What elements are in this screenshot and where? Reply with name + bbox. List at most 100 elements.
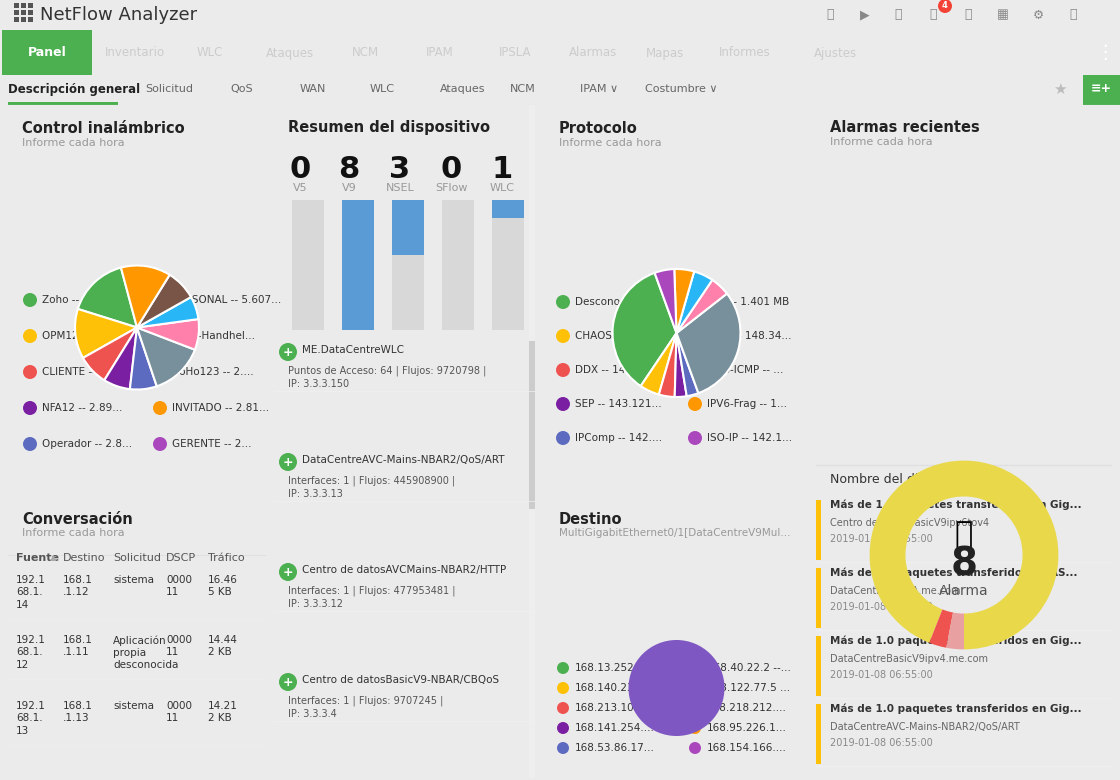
- Text: NCM: NCM: [352, 47, 379, 59]
- Text: PERSONAL -- 5.607...: PERSONAL -- 5.607...: [172, 295, 281, 305]
- Text: V5: V5: [292, 183, 307, 193]
- Text: DataCentreV9ASA.me.com: DataCentreV9ASA.me.com: [830, 586, 961, 596]
- Text: SFlow: SFlow: [435, 183, 467, 193]
- Text: Informe cada hora: Informe cada hora: [22, 528, 124, 538]
- Text: Interfaces: 1 | Flujos: 9707245 |: Interfaces: 1 | Flujos: 9707245 |: [288, 695, 444, 705]
- Text: ⚙: ⚙: [1033, 9, 1044, 22]
- Text: WLC: WLC: [197, 47, 223, 59]
- Text: WLC: WLC: [370, 84, 395, 94]
- Text: ▲: ▲: [50, 553, 56, 562]
- Text: Desconocido -- 1...: Desconocido -- 1...: [575, 297, 672, 307]
- Bar: [392, 200, 424, 254]
- Text: NFA12 -- 2.89...: NFA12 -- 2.89...: [43, 403, 122, 413]
- Bar: [392, 200, 424, 330]
- Circle shape: [557, 662, 569, 674]
- Text: sistema: sistema: [113, 575, 153, 585]
- Text: IPV6-ICMP -- ...: IPV6-ICMP -- ...: [707, 365, 783, 375]
- Text: 0000
11: 0000 11: [166, 575, 192, 597]
- Text: 8: 8: [338, 155, 360, 184]
- Text: 14.44
2 KB: 14.44 2 KB: [208, 635, 237, 658]
- Bar: [8, 102, 118, 105]
- Text: 14.21
2 KB: 14.21 2 KB: [208, 701, 237, 723]
- Text: 168.218.212....: 168.218.212....: [707, 703, 787, 713]
- Text: TCP -- 1.401 MB: TCP -- 1.401 MB: [707, 297, 790, 307]
- Wedge shape: [83, 328, 137, 380]
- Wedge shape: [676, 293, 740, 393]
- Text: Fuente: Fuente: [16, 553, 59, 563]
- Circle shape: [688, 397, 702, 411]
- Bar: [2, 30, 92, 75]
- Text: 168.13.252.1...: 168.13.252.1...: [575, 663, 655, 673]
- Text: 0000
11: 0000 11: [166, 701, 192, 723]
- Text: Ataques: Ataques: [440, 84, 485, 94]
- Bar: [442, 200, 474, 330]
- Wedge shape: [946, 612, 964, 650]
- Text: Centro de datosBasicV9-NBAR/CBQoS: Centro de datosBasicV9-NBAR/CBQoS: [302, 675, 500, 685]
- Text: Más de 1.0 paquetes transferidos en Gig...: Más de 1.0 paquetes transferidos en Gig.…: [830, 704, 1082, 714]
- Circle shape: [279, 673, 297, 691]
- Text: V9: V9: [342, 183, 356, 193]
- Wedge shape: [121, 265, 169, 328]
- Text: Nombre del dispositivo  ▲: Nombre del dispositivo ▲: [830, 473, 991, 486]
- Text: IPSLA: IPSLA: [498, 47, 531, 59]
- Wedge shape: [104, 328, 137, 389]
- Wedge shape: [137, 328, 195, 386]
- Circle shape: [689, 702, 701, 714]
- Wedge shape: [676, 280, 727, 333]
- Text: DDX -- 145.95...: DDX -- 145.95...: [575, 365, 659, 375]
- Circle shape: [153, 365, 167, 379]
- Text: Informes: Informes: [719, 47, 771, 59]
- Bar: [342, 200, 374, 330]
- Text: Alarmas: Alarmas: [569, 47, 617, 59]
- Text: ★: ★: [1053, 81, 1067, 97]
- Text: Informe cada hora: Informe cada hora: [22, 138, 124, 148]
- Text: 16.46
5 KB: 16.46 5 KB: [208, 575, 237, 597]
- Text: IPComp -- 142....: IPComp -- 142....: [575, 433, 662, 443]
- Circle shape: [24, 329, 37, 343]
- Text: 2019-01-08 06:55:00: 2019-01-08 06:55:00: [830, 602, 933, 612]
- Text: Control inalámbrico: Control inalámbrico: [22, 121, 185, 136]
- Text: Resumen del dispositivo: Resumen del dispositivo: [288, 120, 491, 135]
- Wedge shape: [654, 269, 676, 333]
- Text: 168.40.22.2 --...: 168.40.22.2 --...: [707, 663, 791, 673]
- Text: 168.95.226.1...: 168.95.226.1...: [707, 723, 787, 733]
- Bar: [21, 10, 26, 15]
- Text: Operador -- 2.8...: Operador -- 2.8...: [43, 439, 132, 449]
- Circle shape: [939, 0, 952, 13]
- Text: Aplicación
propia
desconocida: Aplicación propia desconocida: [113, 635, 178, 670]
- Text: 0: 0: [289, 155, 310, 184]
- Wedge shape: [137, 297, 198, 328]
- Text: 4: 4: [942, 2, 948, 10]
- Circle shape: [153, 293, 167, 307]
- Text: MultiGigabitEthernet0/1[DataCentreV9Mul...: MultiGigabitEthernet0/1[DataCentreV9Mul.…: [559, 528, 791, 538]
- Text: 2019-01-08 06:55:00: 2019-01-08 06:55:00: [830, 534, 933, 544]
- Text: DataCentreBasicV9ipv4.me.com: DataCentreBasicV9ipv4.me.com: [830, 654, 988, 664]
- Text: 168.53.86.17...: 168.53.86.17...: [575, 743, 655, 753]
- Wedge shape: [869, 461, 1058, 650]
- Text: DSCP: DSCP: [166, 553, 196, 563]
- Text: 168.1
.1.11: 168.1 .1.11: [63, 635, 93, 658]
- Text: 168.154.166....: 168.154.166....: [707, 743, 787, 753]
- Text: 192.1
68.1.
12: 192.1 68.1. 12: [16, 635, 46, 670]
- Text: 0: 0: [440, 155, 461, 184]
- Bar: [13, 3, 19, 8]
- Text: ≡+: ≡+: [1091, 83, 1111, 95]
- Text: ME.DataCentreWLC: ME.DataCentreWLC: [302, 345, 404, 355]
- Text: 🔔: 🔔: [964, 9, 972, 22]
- Text: QoS: QoS: [230, 84, 253, 94]
- Text: Ataques: Ataques: [265, 47, 314, 59]
- Bar: [21, 3, 26, 8]
- Bar: [1083, 75, 1120, 105]
- Wedge shape: [75, 309, 137, 358]
- Bar: [529, 341, 535, 509]
- Text: Interfaces: 1 | Flujos: 445908900 |: Interfaces: 1 | Flujos: 445908900 |: [288, 475, 455, 485]
- Text: Más de 1.0 paquetes transferidos en Gig...: Más de 1.0 paquetes transferidos en Gig.…: [830, 636, 1082, 647]
- Text: Centro de datosAVCMains-NBAR2/HTTP: Centro de datosAVCMains-NBAR2/HTTP: [302, 565, 506, 575]
- Bar: [292, 200, 324, 330]
- Text: IPAM: IPAM: [426, 47, 454, 59]
- Text: OPM12 -- 4.78...: OPM12 -- 4.78...: [43, 331, 125, 341]
- Text: GERENTE -- 2...: GERENTE -- 2...: [172, 439, 252, 449]
- Text: 8: 8: [951, 545, 978, 583]
- Text: 🚀: 🚀: [827, 9, 833, 22]
- Text: Interfaces: 1 | Flujos: 477953481 |: Interfaces: 1 | Flujos: 477953481 |: [288, 585, 456, 595]
